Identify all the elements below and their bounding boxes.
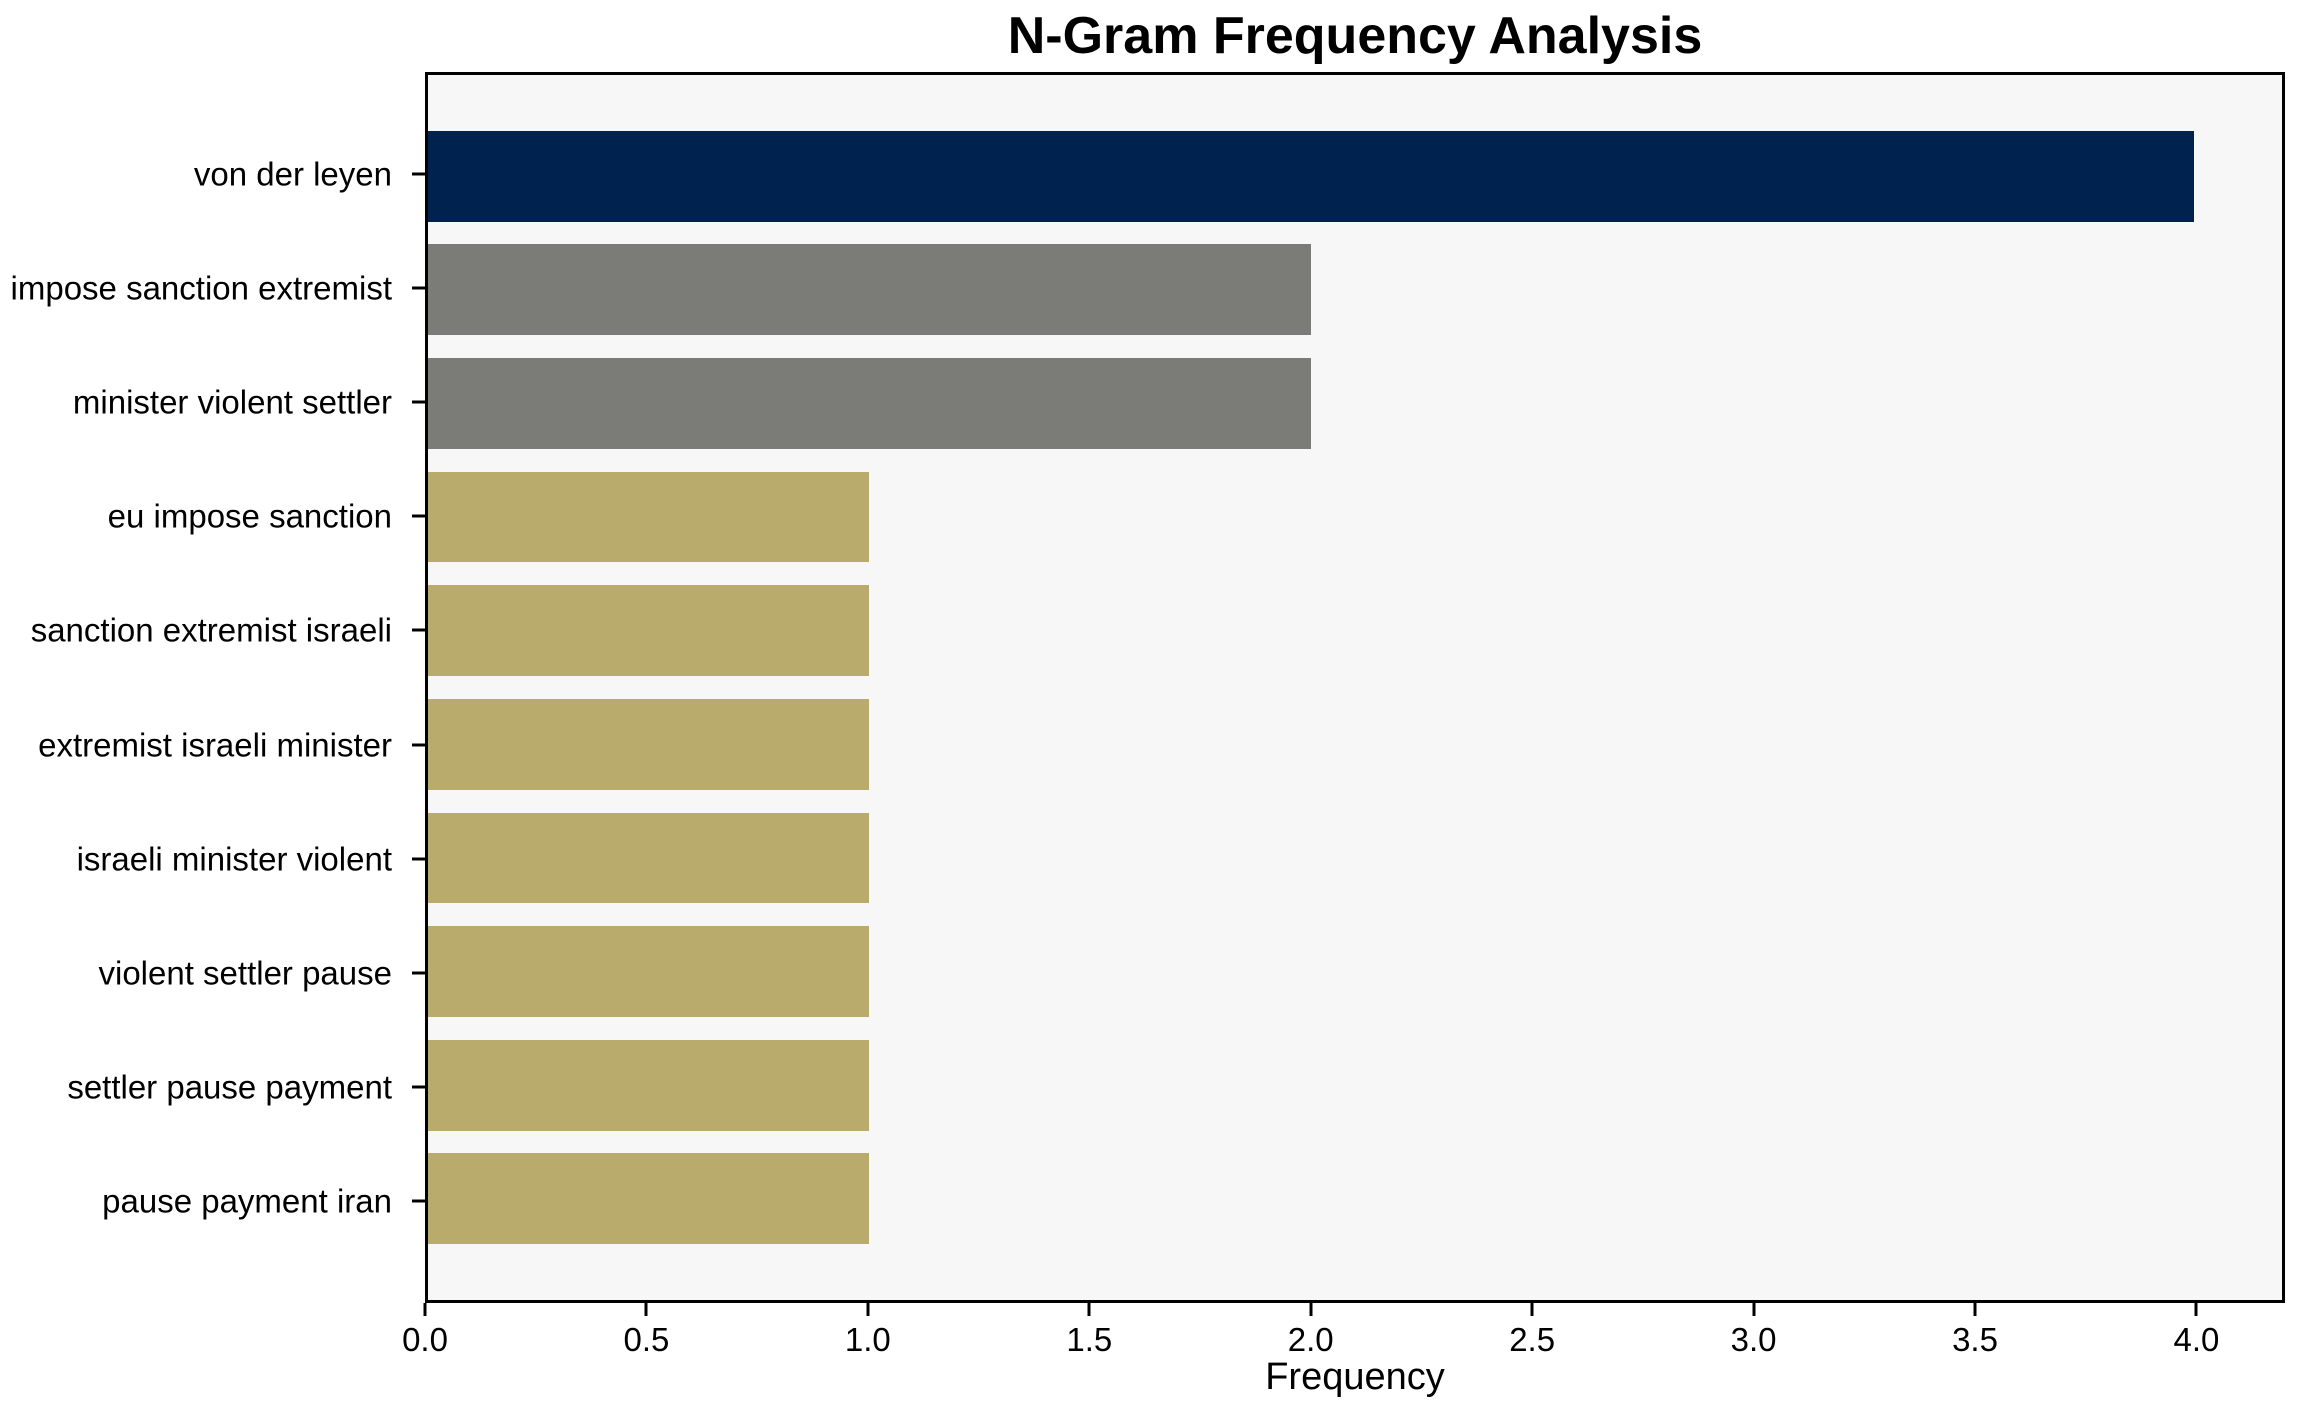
bar xyxy=(428,698,870,790)
x-tick-mark xyxy=(2194,1303,2198,1316)
y-tick-label: violent settler pause xyxy=(98,954,392,992)
y-tick-label: impose sanction extremist xyxy=(10,269,392,307)
bar xyxy=(428,1039,870,1131)
y-tick-mark xyxy=(412,628,425,632)
bar xyxy=(428,357,1311,449)
y-tick-label: settler pause payment xyxy=(67,1068,392,1106)
x-tick-mark xyxy=(1752,1303,1756,1316)
x-tick-label: 3.0 xyxy=(1730,1321,1777,1358)
x-tick-label: 0.5 xyxy=(623,1321,670,1358)
bar xyxy=(428,585,870,677)
y-tick-label: minister violent settler xyxy=(72,383,392,421)
y-tick-mark xyxy=(412,400,425,404)
plot-area xyxy=(425,72,2285,1303)
x-tick-mark xyxy=(423,1303,427,1316)
y-tick-label: extremist israeli minister xyxy=(38,726,392,764)
x-axis-title: Frequency xyxy=(1265,1356,1445,1398)
x-tick-label: 0.0 xyxy=(402,1321,448,1358)
y-axis: von der leyen impose sanction extremist mi… xyxy=(0,72,425,1303)
x-tick-label: 3.5 xyxy=(1952,1321,1998,1358)
bar xyxy=(428,1153,870,1245)
bar xyxy=(428,812,870,904)
y-tick-mark xyxy=(412,857,425,861)
bar xyxy=(428,926,870,1018)
x-tick-mark xyxy=(866,1303,870,1316)
y-tick-mark xyxy=(412,1199,425,1203)
bar xyxy=(428,130,2194,222)
y-tick-label: sanction extremist israeli xyxy=(30,611,392,649)
x-tick-label: 2.5 xyxy=(1509,1321,1556,1358)
y-tick-mark xyxy=(412,514,425,518)
x-tick-label: 2.0 xyxy=(1287,1321,1334,1358)
y-tick-label: von der leyen xyxy=(193,155,392,193)
bar xyxy=(428,471,870,563)
y-tick-mark xyxy=(412,971,425,975)
bar xyxy=(428,244,1311,336)
y-tick-label: pause payment iran xyxy=(102,1182,392,1220)
y-tick-mark xyxy=(412,286,425,290)
y-tick-mark xyxy=(412,1085,425,1089)
x-tick-mark xyxy=(1530,1303,1534,1316)
x-axis: 0.0 0.5 1.0 1.5 2.0 2.5 3.0 3.5 4.0 xyxy=(402,1303,2285,1373)
x-tick-mark xyxy=(1309,1303,1313,1316)
x-tick-mark xyxy=(1973,1303,1977,1316)
x-tick-mark xyxy=(1087,1303,1091,1316)
x-tick-label: 1.5 xyxy=(1066,1321,1113,1358)
x-tick-mark xyxy=(644,1303,648,1316)
y-tick-label: eu impose sanction xyxy=(107,497,392,535)
x-tick-label: 4.0 xyxy=(2173,1321,2220,1358)
y-tick-mark xyxy=(412,172,425,176)
chart-title: N-Gram Frequency Analysis xyxy=(1007,7,1703,65)
x-tick-label: 1.0 xyxy=(844,1321,891,1358)
y-tick-label: israeli minister violent xyxy=(76,840,392,878)
y-tick-mark xyxy=(412,743,425,747)
